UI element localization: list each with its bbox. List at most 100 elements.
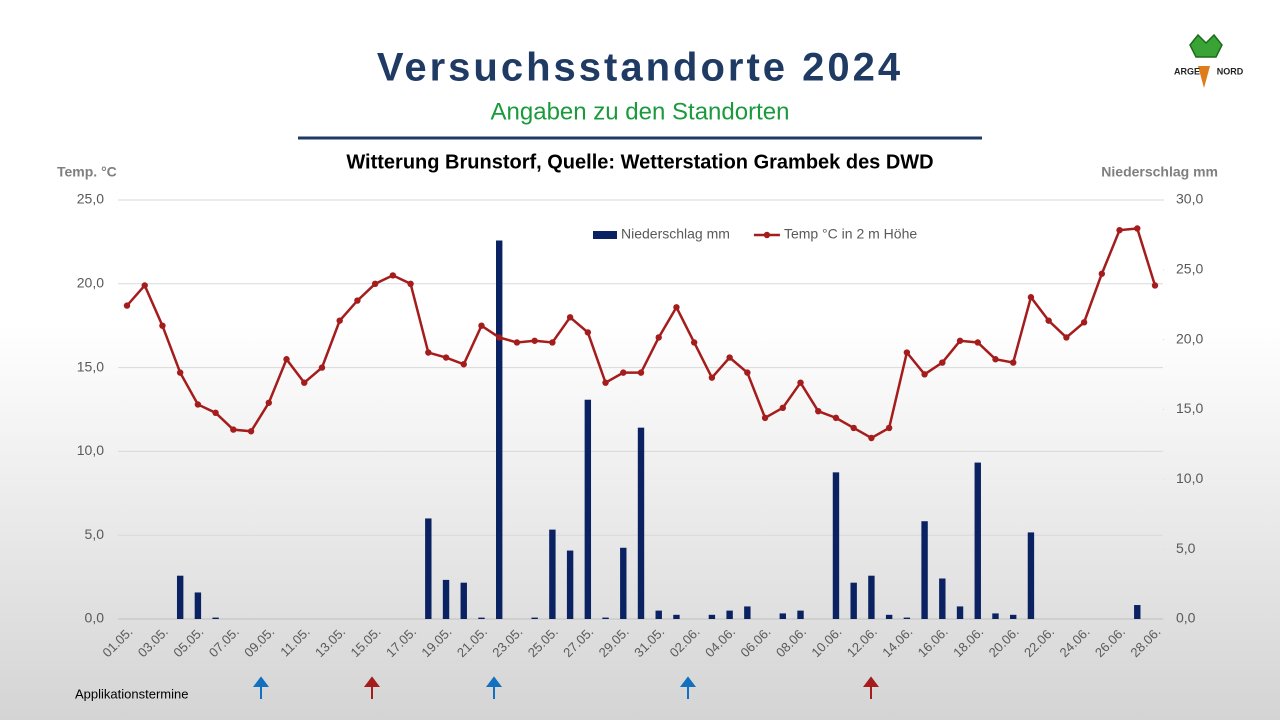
y-tick-label: 10,0 [77, 442, 104, 458]
point [407, 280, 414, 287]
point [549, 339, 556, 346]
point [1045, 317, 1052, 324]
point [1116, 226, 1123, 234]
logo: ARGE NORD [1174, 33, 1244, 88]
legend-label: Niederschlag mm [621, 226, 730, 242]
point [921, 371, 928, 378]
point [1080, 319, 1088, 326]
point [531, 337, 538, 344]
bar [673, 614, 680, 619]
bar [921, 521, 928, 619]
point [1098, 270, 1106, 277]
point [620, 369, 627, 376]
logo-text: ARGE [1174, 66, 1200, 76]
point [230, 426, 237, 433]
point [1151, 282, 1159, 289]
y-tick-label: 25,0 [77, 191, 104, 207]
bar [1010, 614, 1017, 619]
point [815, 407, 822, 415]
bar [549, 529, 556, 619]
bar [584, 399, 592, 619]
point [797, 379, 804, 386]
arrow [364, 676, 380, 699]
point [389, 272, 397, 279]
title: Versuchsstandorte 2024 [377, 46, 903, 90]
point [974, 339, 981, 346]
y-tick-label: 20,0 [77, 275, 104, 291]
y2-tick-label: 30,0 [1176, 191, 1203, 207]
point [460, 361, 467, 368]
point [478, 322, 485, 329]
point [566, 314, 574, 321]
bar [868, 575, 875, 619]
bar [744, 606, 751, 619]
bar [885, 614, 893, 619]
point [496, 334, 503, 341]
legend-swatch [593, 231, 617, 239]
y-tick-label: 15,0 [77, 358, 104, 374]
point [761, 414, 769, 422]
y2-tick-label: 0,0 [1176, 610, 1196, 626]
bar [425, 518, 432, 619]
application-arrows [253, 676, 879, 699]
chart-title: Witterung Brunstorf, Quelle: Wetterstati… [346, 151, 933, 173]
bar [176, 575, 184, 619]
arrow [680, 676, 696, 699]
bar [779, 613, 786, 619]
point [708, 374, 716, 381]
point [602, 379, 609, 386]
logo-text: NORD [1217, 66, 1244, 76]
point [159, 322, 166, 329]
bar [956, 606, 964, 619]
y2-tick-label: 25,0 [1176, 261, 1203, 277]
bar [531, 617, 538, 619]
point [655, 334, 662, 341]
point [584, 329, 592, 336]
point [956, 337, 964, 344]
y-axis-title: Temp. °C [57, 164, 117, 180]
arrow [486, 676, 502, 699]
point [868, 434, 875, 442]
bar [708, 614, 716, 619]
point [637, 369, 645, 376]
bar [939, 578, 946, 619]
point [513, 339, 521, 346]
y-tick-label: 5,0 [85, 526, 105, 542]
bar [1027, 532, 1035, 619]
legend-swatch [763, 231, 771, 239]
point [744, 369, 751, 376]
y2-tick-label: 5,0 [1176, 540, 1196, 556]
point [336, 317, 343, 324]
point [726, 354, 733, 361]
point [301, 379, 308, 386]
bar [832, 472, 840, 619]
y-tick-label: 0,0 [85, 610, 105, 626]
logo-leaves [1189, 33, 1223, 58]
bar [1134, 605, 1141, 619]
point [194, 401, 202, 408]
point [247, 428, 255, 435]
bar [637, 427, 645, 619]
point [318, 364, 326, 371]
bar [620, 547, 627, 619]
point [212, 409, 219, 417]
legend-label: Temp °C in 2 m Höhe [784, 226, 917, 242]
arrow [253, 676, 269, 699]
bar [566, 550, 574, 619]
bar [602, 617, 609, 619]
bar [850, 582, 857, 619]
point [176, 369, 184, 376]
point [265, 399, 272, 406]
point [123, 302, 131, 309]
bar [655, 610, 662, 619]
point [885, 424, 893, 432]
bar [194, 592, 202, 619]
y2-tick-label: 10,0 [1176, 470, 1203, 486]
bar [797, 610, 804, 619]
logo-carrot [1198, 66, 1210, 88]
bar [726, 610, 733, 619]
bar [496, 240, 503, 619]
bar [212, 617, 219, 619]
point [673, 304, 680, 311]
y2-tick-label: 15,0 [1176, 400, 1203, 416]
